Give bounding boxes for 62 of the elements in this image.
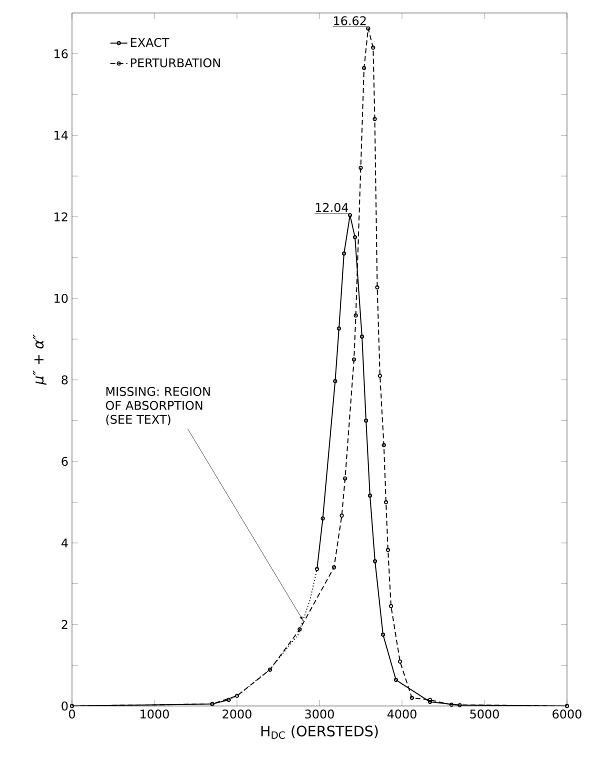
annotation: 16.62 [334,16,366,26]
point [384,500,388,504]
point [382,443,386,448]
x-tick-label: 1000 [140,710,169,719]
y-tick-label: 16 [54,49,68,58]
point [226,698,231,702]
y-axis-title: μ″ + α″ [32,334,46,385]
point [333,379,338,384]
point [234,694,240,698]
point [362,66,366,70]
point [352,235,358,240]
point [342,251,346,256]
point [428,698,432,702]
point [371,46,376,50]
y-tick-label: 12 [54,212,68,222]
point [314,566,320,572]
y-tick-label: 8 [62,375,68,384]
point [398,659,402,664]
y-tick-label: 14 [54,130,68,140]
point [372,559,378,564]
x-tick-label: 6000 [552,710,582,719]
point [458,703,462,708]
point [449,702,454,707]
point [360,334,364,339]
x-tick-label: 4000 [387,710,416,719]
y-tick-label: 6 [62,456,68,466]
point [380,632,386,637]
y-tick-label: 4 [61,538,68,548]
point [298,627,302,632]
point [352,357,356,362]
point [354,313,358,318]
legend-label: PERTURBATION [131,58,220,68]
point [386,548,390,552]
point [268,668,272,672]
point [366,26,370,31]
point [394,678,398,682]
y-tick-label: 10 [54,294,68,303]
point [375,285,380,290]
point [336,326,342,331]
point [368,494,372,498]
point [378,374,382,378]
point [372,116,377,122]
y-tick-label: 2 [62,620,68,629]
annotation: 12.04 [316,202,348,212]
x-axis-title: H$_{DC}$ (OERSTEDS) [261,725,378,739]
x-tick-label: 3000 [305,710,334,719]
legend-label: EXACT [131,38,170,48]
x-tick-label: 5000 [470,710,499,719]
x-tick-label: 0 [68,710,76,719]
point [410,696,414,700]
point [332,565,336,570]
point [340,514,344,518]
point [358,166,363,170]
annotation: MISSING: REGION OF ABSORPTION (SEE TEXT) [106,386,210,426]
point [320,516,325,521]
point [388,604,394,608]
point [364,418,368,423]
point [342,476,348,481]
x-tick-label: 2000 [222,710,252,719]
point [428,700,432,704]
point [348,213,352,218]
y-tick-label: 0 [62,701,68,711]
